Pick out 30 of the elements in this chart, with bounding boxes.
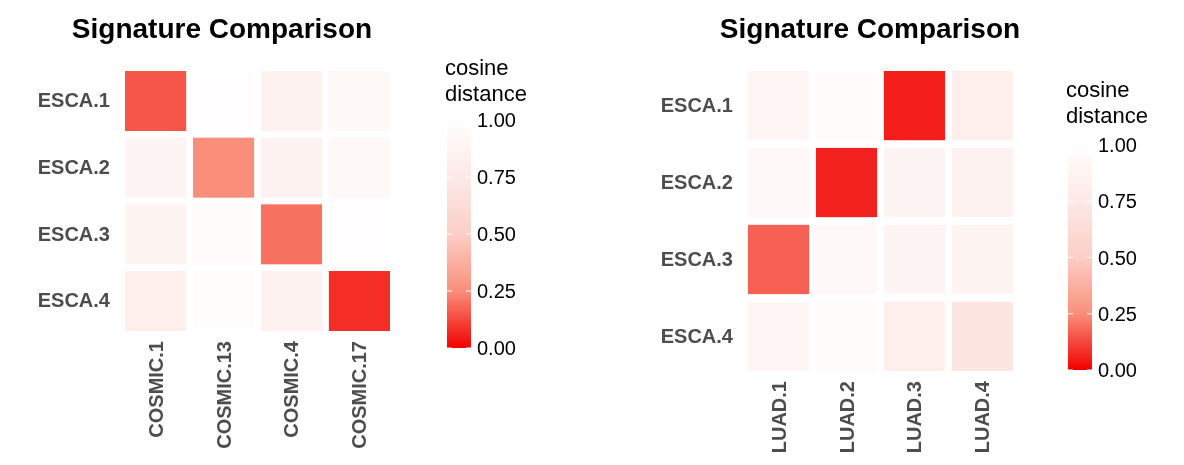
x-tick-label: LUAD.3 (903, 381, 926, 454)
x-tick-label: LUAD.2 (835, 381, 858, 454)
y-tick-label: ESCA.1 (660, 94, 733, 117)
color-bar-label: 0.75 (1098, 190, 1137, 213)
x-tick-label: COSMIC.17 (348, 341, 371, 449)
y-tick-label: ESCA.2 (37, 156, 110, 179)
y-tick-label: ESCA.4 (37, 289, 111, 312)
chart-title: Signature Comparison (719, 13, 1021, 44)
x-tick-label: LUAD.1 (767, 381, 790, 454)
color-bar-label: 0.25 (477, 280, 516, 302)
color-bar-label: 0.25 (1098, 302, 1137, 325)
x-tick-label: LUAD.4 (971, 380, 994, 454)
color-bar-title: cosine distance (1066, 77, 1148, 128)
x-tick-label: COSMIC.13 (212, 341, 235, 449)
y-tick-label: ESCA.4 (660, 324, 734, 347)
x-tick-label: COSMIC.4 (280, 340, 303, 438)
color-bar-label: 0.75 (477, 166, 516, 188)
color-bar-title: cosine distance (445, 55, 527, 106)
color-bar-label: 0.00 (1098, 359, 1137, 381)
y-tick-label: ESCA.3 (660, 247, 733, 270)
x-tick-label: COSMIC.1 (144, 341, 167, 438)
color-bar-label: 0.50 (1098, 246, 1137, 269)
color-bar-label: 0.50 (477, 223, 516, 245)
color-bar-label: 1.00 (477, 109, 516, 131)
y-tick-label: ESCA.3 (37, 222, 110, 245)
chart-title: Signature Comparison (71, 13, 373, 44)
color-bar-label: 0.00 (477, 337, 516, 359)
color-bar-label: 1.00 (1098, 134, 1137, 156)
y-tick-label: ESCA.1 (37, 89, 110, 112)
y-tick-label: ESCA.2 (660, 170, 733, 193)
